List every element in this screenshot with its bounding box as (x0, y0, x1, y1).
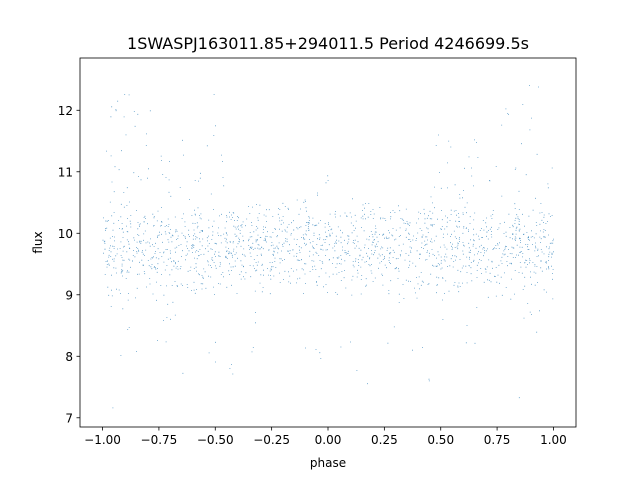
x-tick-label: 0.75 (484, 433, 511, 447)
y-tick-label: 7 (65, 411, 73, 425)
y-tick-label: 8 (65, 350, 73, 364)
y-tick-label: 10 (58, 227, 73, 241)
x-axis-label: phase (310, 456, 346, 470)
x-tick-label: −1.00 (84, 433, 121, 447)
x-tick-label: 0.00 (315, 433, 342, 447)
y-tick-label: 9 (65, 288, 73, 302)
y-axis-label: flux (31, 231, 45, 253)
chart-title: 1SWASPJ163011.85+294011.5 Period 4246699… (127, 34, 529, 53)
x-tick-label: −0.25 (253, 433, 290, 447)
y-tick-label: 12 (58, 104, 73, 118)
x-tick-label: 1.00 (540, 433, 567, 447)
x-tick-label: −0.50 (197, 433, 234, 447)
y-tick-label: 11 (58, 165, 73, 179)
x-tick-label: −0.75 (141, 433, 178, 447)
x-tick-label: 0.50 (427, 433, 454, 447)
y-axis: 7 8 9 10 11 12 (58, 104, 80, 425)
x-tick-label: 0.25 (371, 433, 398, 447)
x-axis: −1.00 −0.75 −0.50 −0.25 0.00 0.25 0.50 0.75 1.00 (84, 427, 567, 447)
